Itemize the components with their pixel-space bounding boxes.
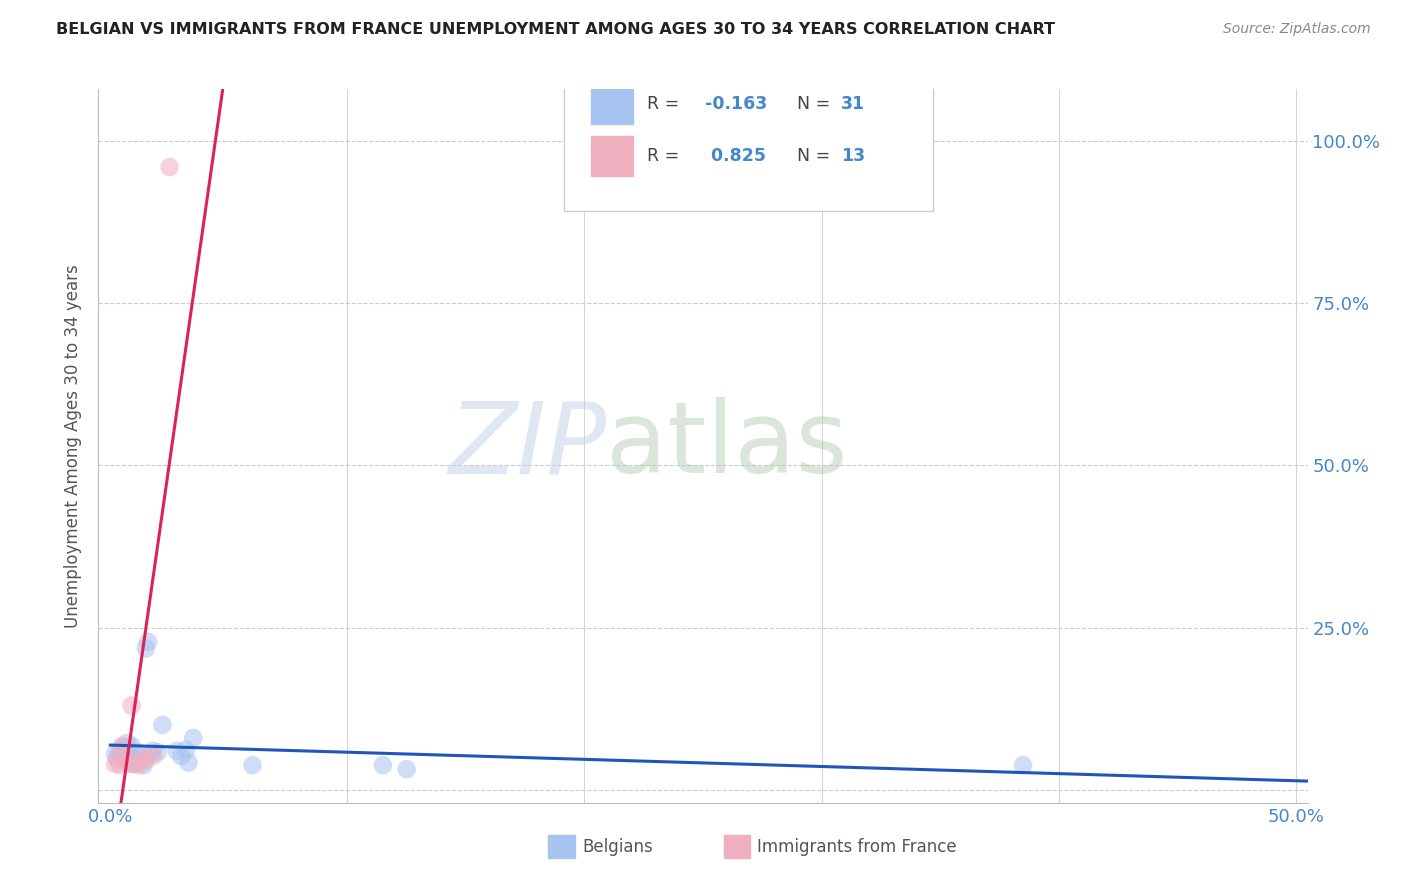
Point (132, 758, 155, 772)
FancyBboxPatch shape (591, 85, 633, 124)
Point (128, 758, 150, 772)
Point (118, 756, 141, 771)
Point (125, 745, 148, 759)
Point (1012, 758, 1035, 772)
Point (129, 750, 152, 764)
Point (136, 635, 159, 649)
Y-axis label: Unemployment Among Ages 30 to 34 years: Unemployment Among Ages 30 to 34 years (65, 264, 83, 628)
FancyBboxPatch shape (564, 86, 932, 211)
Point (174, 742, 197, 756)
Point (177, 756, 200, 770)
Text: R =: R = (647, 147, 685, 165)
Point (111, 739, 134, 753)
Text: BELGIAN VS IMMIGRANTS FROM FRANCE UNEMPLOYMENT AMONG AGES 30 TO 34 YEARS CORRELA: BELGIAN VS IMMIGRANTS FROM FRANCE UNEMPL… (56, 22, 1056, 37)
FancyBboxPatch shape (548, 835, 575, 858)
Text: Belgians: Belgians (582, 838, 652, 856)
Point (108, 744, 131, 758)
Point (181, 731, 204, 745)
Point (105, 752, 128, 766)
Point (115, 736, 138, 750)
Point (105, 752, 128, 766)
Point (135, 641, 157, 656)
Text: N =: N = (786, 95, 837, 113)
Point (139, 747, 162, 761)
Point (114, 750, 136, 764)
Point (122, 756, 145, 771)
Text: ZIP: ZIP (449, 398, 606, 494)
Point (104, 756, 127, 771)
Point (159, 160, 181, 174)
Point (142, 744, 165, 758)
Point (146, 745, 169, 759)
Point (152, 718, 174, 732)
Point (170, 749, 193, 764)
Point (121, 739, 143, 753)
Text: 0.825: 0.825 (706, 147, 766, 165)
FancyBboxPatch shape (591, 136, 633, 176)
Point (121, 698, 143, 713)
Text: 31: 31 (841, 95, 865, 113)
Point (108, 758, 131, 772)
Point (142, 749, 165, 764)
Text: -0.163: -0.163 (706, 95, 768, 113)
Point (132, 752, 155, 766)
Point (128, 756, 150, 770)
Point (104, 747, 127, 761)
Text: N =: N = (786, 147, 837, 165)
FancyBboxPatch shape (724, 835, 751, 858)
Point (242, 758, 264, 772)
Point (122, 756, 145, 771)
Point (122, 752, 145, 766)
Point (111, 750, 134, 764)
Text: R =: R = (647, 95, 685, 113)
Point (395, 762, 418, 776)
Point (135, 754, 157, 768)
Point (114, 745, 136, 759)
Text: Source: ZipAtlas.com: Source: ZipAtlas.com (1223, 22, 1371, 37)
Text: Immigrants from France: Immigrants from France (758, 838, 957, 856)
Text: atlas: atlas (606, 398, 848, 494)
Point (115, 742, 138, 756)
Point (166, 744, 188, 758)
Text: 13: 13 (841, 147, 865, 165)
Point (118, 754, 141, 768)
Point (371, 758, 394, 772)
Point (111, 740, 134, 755)
